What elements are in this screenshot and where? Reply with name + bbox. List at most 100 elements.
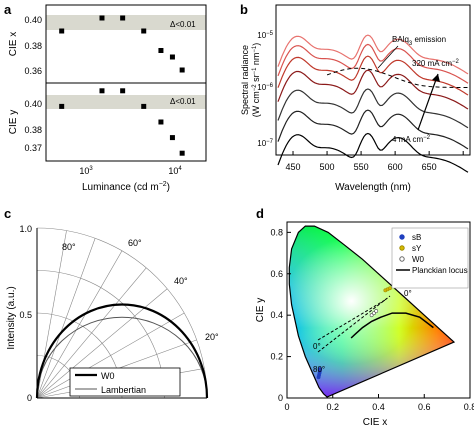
panel-label-b: b <box>240 2 248 17</box>
panel-a-top-points <box>59 15 185 73</box>
panel-c-rtick: 1.0 <box>19 224 32 234</box>
panel-a-bottom-ytick: 0.38 <box>24 125 42 135</box>
panel-a-top-ytick: 0.36 <box>24 66 42 76</box>
data-point <box>59 103 65 109</box>
panel-label-a: a <box>4 2 12 17</box>
y-tick-label: 0.6 <box>270 269 283 279</box>
panel-d-ylabel: CIE y <box>255 298 266 322</box>
x-tick-label: 550 <box>354 162 369 172</box>
data-point <box>179 150 185 156</box>
x-tick-label: 650 <box>422 162 437 172</box>
spectrum-line <box>277 43 469 84</box>
panel-a-bottom-annotation: Δ<0.01 <box>170 97 196 106</box>
panel-d-points <box>316 286 392 380</box>
panel-a-top-annotation: Δ<0.01 <box>170 20 196 29</box>
panel-c-angle-label: 40° <box>174 276 188 286</box>
panel-d-angle-label: 80° <box>313 365 325 374</box>
panel-c-angle-label: 80° <box>62 242 76 252</box>
panel-c-angle-label: 20° <box>205 332 219 342</box>
panel-b-balq-arrow <box>377 45 399 69</box>
panel-c-angle-label: 60° <box>128 238 142 248</box>
panel-a-xlabel: Luminance (cd m−2) <box>82 181 170 193</box>
y-tick-label: 0 <box>278 393 283 403</box>
sb-point <box>318 367 323 371</box>
panel-a-top-band <box>46 15 206 30</box>
panel-d-planckian-locus <box>350 312 434 339</box>
panel-a-bottom-ylabel: CIE y <box>8 110 19 134</box>
panel-d-legend-sy-marker <box>399 245 405 251</box>
spectrum-line <box>277 69 469 110</box>
data-point <box>120 15 126 21</box>
panel-c-polar-grid <box>36 227 208 399</box>
panel-b-xlabel: Wavelength (nm) <box>335 182 411 193</box>
y-tick-label: 0.8 <box>270 227 283 237</box>
panel-c-legend-lambertian: Lambertian <box>101 385 146 395</box>
spectrum-line <box>277 88 469 129</box>
panel-d-spectral-locus <box>288 225 456 398</box>
data-point <box>120 88 126 94</box>
panel-d-yticks: 0 0.2 0.4 0.6 0.8 <box>270 227 291 403</box>
panel-a-top-ytick: 0.40 <box>24 15 42 25</box>
x-tick-label: 0.8 <box>464 402 474 412</box>
panel-a-bottom-ytick: 0.37 <box>24 143 42 153</box>
data-point <box>169 54 175 60</box>
panel-b-current-arrow <box>417 73 439 131</box>
panel-a-top-ytick: 0.38 <box>24 41 42 51</box>
panel-b-ylabel: Spectral radiance <box>240 45 250 115</box>
data-point <box>158 119 164 125</box>
panel-b-annotation-low: 4 mA cm−2 <box>392 135 431 144</box>
panel-c: 80° 60° 40° 20° Intensity (a.u.) 0 0.5 1… <box>6 224 219 403</box>
panel-d-legend-w0-marker <box>399 256 405 262</box>
panel-d-angle-label: 0° <box>313 342 321 351</box>
polar-spoke <box>36 312 185 399</box>
panel-d-legend-planck: Planckian locus <box>412 266 468 275</box>
data-point <box>141 103 147 109</box>
panel-d: 80° 0° 0° 80° 00.20.40.60.8 00.20.40.60.… <box>255 221 474 428</box>
panel-b-series <box>277 34 469 173</box>
panel-d-legend <box>391 227 469 289</box>
x-tick-label: 0 <box>284 402 289 412</box>
x-tick-label: 0.4 <box>372 402 385 412</box>
panel-b: Spectral radiance (W cm−2 sr−1 nm−1) 10−… <box>240 4 471 193</box>
data-point <box>141 28 147 34</box>
panel-c-rtick: 0 <box>27 393 32 403</box>
panel-d-legend-sb-marker <box>399 234 405 240</box>
panel-c-ylabel: Intensity (a.u.) <box>6 286 17 349</box>
data-point <box>99 15 105 21</box>
polar-ring <box>36 227 208 399</box>
panel-d-dashed-path <box>317 295 391 353</box>
panel-c-lambertian-curve <box>36 316 208 399</box>
panel-b-ytick: 10−7 <box>257 139 273 148</box>
data-point <box>99 88 105 94</box>
panel-d-xlabel: CIE x <box>363 417 387 428</box>
panel-b-ytick: 10−5 <box>257 31 273 40</box>
polar-spoke <box>36 267 147 399</box>
panel-b-ylabel-units: (W cm−2 sr−1 nm−1) <box>251 43 261 118</box>
balq-emission-curve <box>326 67 468 88</box>
data-point <box>169 135 175 141</box>
panel-d-xticks: 0 0.2 0.4 0.6 0.8 <box>284 394 474 412</box>
panel-d-legend-sy: sY <box>412 244 422 253</box>
panel-b-ytick: 10−6 <box>257 83 273 92</box>
panel-a-xtick: 103 <box>79 166 93 176</box>
x-tick-label: 450 <box>286 162 301 172</box>
panel-a-bottom-frame <box>45 82 207 162</box>
data-point <box>158 48 164 53</box>
panel-a-bottom-plot: Δ<0.01 CIE y 0.40 0.38 0.37 <box>8 82 207 162</box>
panel-d-legend-w0: W0 <box>412 255 425 264</box>
panel-d-dashed-path <box>317 299 386 341</box>
panel-d-legend-sb: sB <box>412 233 421 242</box>
data-point <box>179 67 185 73</box>
w0-point <box>374 309 379 313</box>
panel-b-annotation-balq: BAlq3 emission <box>392 35 446 47</box>
polar-spoke <box>36 238 96 399</box>
polar-spoke <box>36 250 123 399</box>
x-tick-label: 0.6 <box>418 402 431 412</box>
x-tick-label: 500 <box>320 162 335 172</box>
panel-c-rtick: 0.5 <box>19 310 32 320</box>
sy-point <box>388 286 392 291</box>
panel-a: Δ<0.01 CIE x 0.40 0.38 0.36 Δ<0.01 CIE y… <box>8 4 207 193</box>
panel-c-legend-w0: W0 <box>101 371 115 381</box>
panel-b-xticks: 450 500 550 600 650 <box>286 151 464 172</box>
